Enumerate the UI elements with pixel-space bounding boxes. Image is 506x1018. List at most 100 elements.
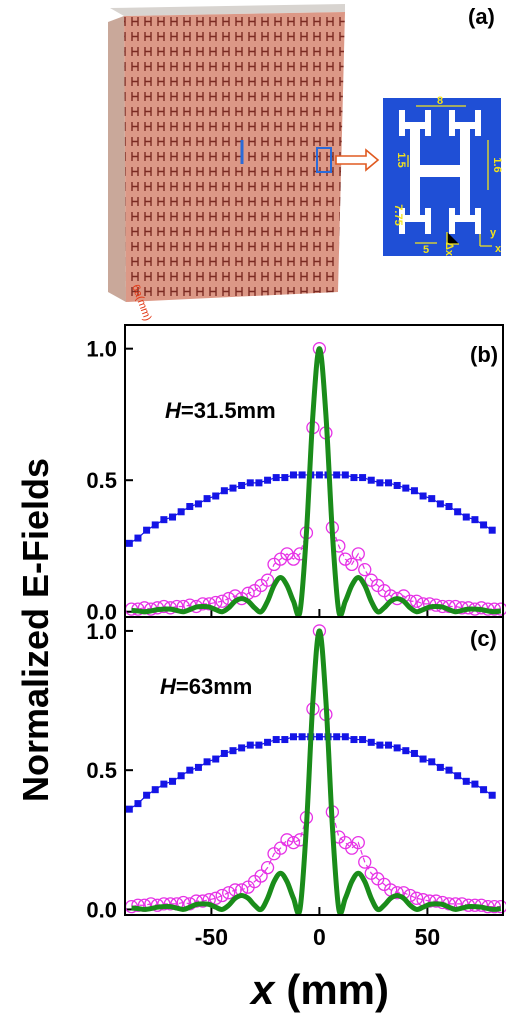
square-marker [419,755,427,763]
square-marker [454,508,462,516]
square-marker [445,503,453,511]
circle-marker [358,562,372,577]
annotation-variable: H [165,398,182,423]
y-tick-label: 0.0 [86,600,117,625]
circle-marker [131,898,145,912]
square-marker [376,479,384,487]
circle-marker [345,557,359,572]
square-marker [134,534,142,542]
square-marker [289,733,297,741]
square-marker [385,741,393,749]
square-marker [194,763,202,771]
square-marker [125,805,133,813]
square-marker [367,738,375,746]
square-marker [410,749,418,757]
circle-marker [196,597,210,611]
square-marker [471,780,479,788]
square-marker [246,479,254,487]
inset-label: 7.75 [392,204,404,225]
square-marker [264,476,272,484]
square-marker [480,521,488,529]
circle-marker [351,547,365,561]
dimension-lines [407,105,492,247]
square-marker [402,484,410,492]
circle-marker [280,833,294,847]
circle-marker [202,597,216,611]
circle-marker [273,841,288,855]
panel-label: (c) [470,626,497,651]
square-marker [220,487,228,495]
fractal-h [399,110,481,234]
series-line [131,346,502,617]
square-marker [315,733,323,741]
square-marker [480,786,488,794]
square-marker [151,521,159,529]
square-marker [385,479,393,487]
x-axis-variable: x [249,966,276,1013]
square-marker [410,487,418,495]
y-tick-label: 1.0 [86,337,117,362]
circle-marker [157,599,171,614]
square-marker [333,733,341,741]
circle-marker [409,891,424,905]
highlight-box [316,147,332,173]
y-tick-label: 1.0 [86,619,117,644]
square-marker [350,736,358,744]
box-side [108,16,126,302]
square-marker [298,471,306,479]
square-marker [143,791,151,799]
square-marker [298,733,306,741]
square-marker [445,766,453,774]
square-marker [186,766,194,774]
inset-label: 8 [437,95,443,107]
square-marker [289,471,297,479]
square-marker [177,772,185,780]
square-marker [186,503,194,511]
square-marker [436,763,444,771]
inset: 8 1.6 1.5 7.75 5 Δx y x [383,95,503,257]
square-marker [177,508,185,516]
circle-marker [215,594,229,608]
arrow [335,148,380,172]
circle-marker [494,899,506,914]
inset-label: x [495,243,502,255]
square-marker [359,736,367,744]
square-marker [151,786,159,794]
x-tick-label: 50 [415,924,441,950]
circle-marker [209,891,223,905]
annotation-text: =63mm [176,674,252,699]
circle-marker [260,573,275,587]
square-marker [255,741,263,749]
square-marker [272,474,280,482]
x-tick-label: -50 [195,924,228,950]
square-marker [402,747,410,755]
square-marker [471,516,479,524]
square-marker [393,744,401,752]
square-marker [238,481,246,489]
square-marker [264,738,272,746]
square-marker [350,474,358,482]
square-marker [454,772,462,780]
circle-marker [286,835,301,850]
square-marker [419,492,427,500]
circle-marker [196,894,210,908]
square-marker [462,513,470,521]
circle-marker [422,894,437,908]
square-marker [169,777,177,785]
square-marker [341,733,349,741]
chart: 0.0 0.5 1.0 (b) H=31.5mm [86,324,506,625]
y-tick-label: 0.5 [86,468,117,493]
square-marker [160,516,168,524]
square-marker [367,476,375,484]
circle-marker [157,897,171,911]
circle-marker [403,888,417,903]
circle-marker [409,594,424,608]
circle-marker [222,886,236,900]
chart: 0.0 0.5 1.0 -50 0 50 (c) H=63mm [86,616,506,950]
square-marker [194,500,202,508]
square-marker [315,471,323,479]
circle-marker [163,897,178,911]
square-marker [281,474,289,482]
